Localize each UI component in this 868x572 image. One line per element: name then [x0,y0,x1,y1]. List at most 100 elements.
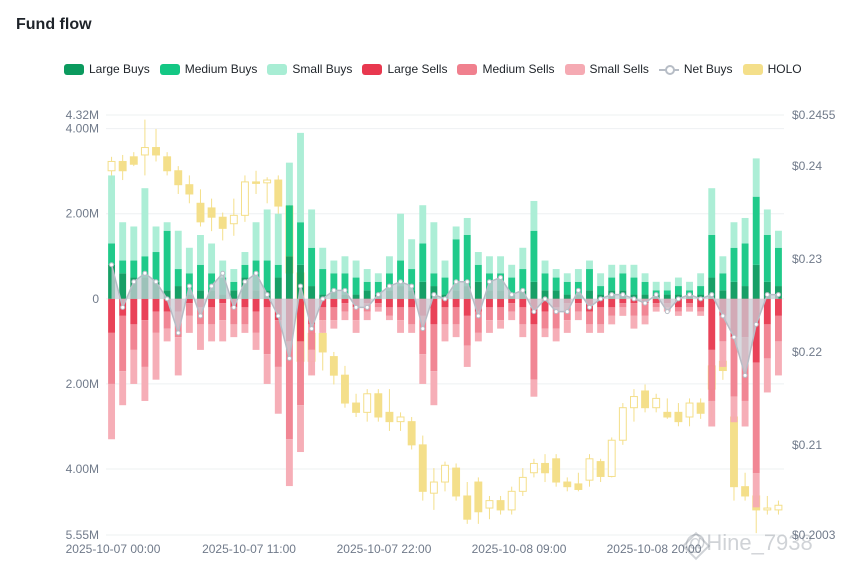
legend-small-sells[interactable]: Small Sells [564,62,649,76]
small-sells-bar [219,320,227,342]
small-buys-bar [597,273,605,287]
holo-candle-body [329,356,338,376]
large-sells-bar [574,298,582,304]
medium-buys-bar [552,277,560,291]
holo-candle-body [518,476,527,492]
net-buys-point [320,296,326,302]
medium-sells-bar [308,324,316,350]
medium-sells-bar [285,341,293,440]
large-sells-bar [697,298,705,308]
medium-sells-bar [374,303,382,308]
holo-candle-body [529,462,538,474]
net-buys-series [109,262,781,378]
small-sells-bar [530,379,538,397]
medium-sells-bar [519,307,527,325]
right-axis-tick-label: $0.21 [792,438,822,452]
small-buys-bar [174,230,182,270]
holo-candle-body [741,486,750,497]
net-buys-point [442,296,448,302]
chart-title: Fund flow [16,16,92,33]
net-buys-point [664,309,670,315]
medium-sells-bar [497,307,505,321]
net-buys-point [375,292,381,298]
small-sells-bar [719,341,727,367]
holo-candle-body [652,397,661,409]
holo-candle-body [240,181,249,216]
small-buys-bar [108,175,116,244]
medium-sells-bar [630,303,638,316]
small-sells-bar [574,311,582,321]
legend-large-sells[interactable]: Large Sells [362,62,447,76]
large-buys-bar [119,273,127,299]
net-buys-point [386,283,392,289]
small-buys-bar [252,222,260,261]
medium-buys-swatch [159,63,180,75]
small-buys-bar [774,230,782,248]
legend-net-buys[interactable]: Net Buys [658,62,733,76]
holo-candle-body [552,458,561,483]
medium-sells-bar [297,341,304,406]
medium-sells-bar [397,307,404,321]
legend-holo[interactable]: HOLO [742,62,802,76]
legend-large-buys[interactable]: Large Buys [64,62,150,76]
large-buys-bar [197,290,204,299]
net-buys-point [620,292,626,298]
holo-swatch [742,63,763,75]
large-buys-bar [530,281,538,299]
net-buys-point [464,279,470,285]
small-sells-bar [408,324,416,333]
large-sells-bar [430,298,438,325]
holo-candle-body [318,332,327,353]
small-sells-bar [608,315,616,325]
small-sells-bar [330,320,338,329]
legend-medium-buys[interactable]: Medium Buys [159,62,257,76]
small-buys-bar [497,256,505,274]
medium-sells-bar [474,311,482,333]
large-sells-bar [674,298,682,308]
medium-buys-bar [363,281,371,291]
net-buys-point [775,292,781,298]
medium-sells-bar [752,362,760,474]
medium-buys-bar [452,239,460,291]
chart-legend: Large Buys Medium Buys Small Buys Large … [64,60,802,78]
net-buys-point [709,292,715,298]
right-axis-tick-label: $0.2003 [792,528,836,542]
holo-candle-body [129,156,138,165]
medium-buys-bar [430,273,438,287]
legend-label: HOLO [767,62,802,76]
small-buys-bar [697,273,705,287]
net-buys-point [175,330,181,336]
large-sells-bar [219,298,227,304]
small-buys-bar [541,260,549,274]
small-sells-bar [174,337,182,376]
small-buys-bar [474,252,482,265]
small-sells-bar [263,354,271,384]
legend-label: Small Sells [589,62,649,76]
medium-sells-bar [341,303,349,312]
legend-small-buys[interactable]: Small Buys [267,62,352,76]
medium-buys-bar [619,273,627,291]
medium-buys-bar [297,222,304,265]
holo-candle-body [630,396,638,409]
left-axis-tick-label: 5.55M [66,528,99,542]
medium-buys-bar [163,230,171,291]
small-sells-bar [130,349,138,384]
net-buys-point [264,292,270,298]
legend-label: Large Buys [89,62,150,76]
legend-label: Medium Sells [482,62,555,76]
medium-buys-bar [441,277,449,295]
holo-candle-body [563,481,572,488]
x-axis-tick-label: 2025-10-07 22:00 [337,542,432,556]
medium-sells-bar [541,311,549,329]
small-sells-bar [630,315,638,329]
net-buys-point [486,279,492,285]
small-sells-bar [374,307,382,312]
net-buys-point [642,300,648,306]
small-sells-bar [674,311,682,316]
small-sells-bar [163,328,171,342]
small-buys-bar [419,205,427,244]
small-buys-bar [408,239,416,270]
legend-medium-sells[interactable]: Medium Sells [457,62,555,76]
small-buys-bar [230,269,238,282]
medium-sells-bar [408,307,416,325]
